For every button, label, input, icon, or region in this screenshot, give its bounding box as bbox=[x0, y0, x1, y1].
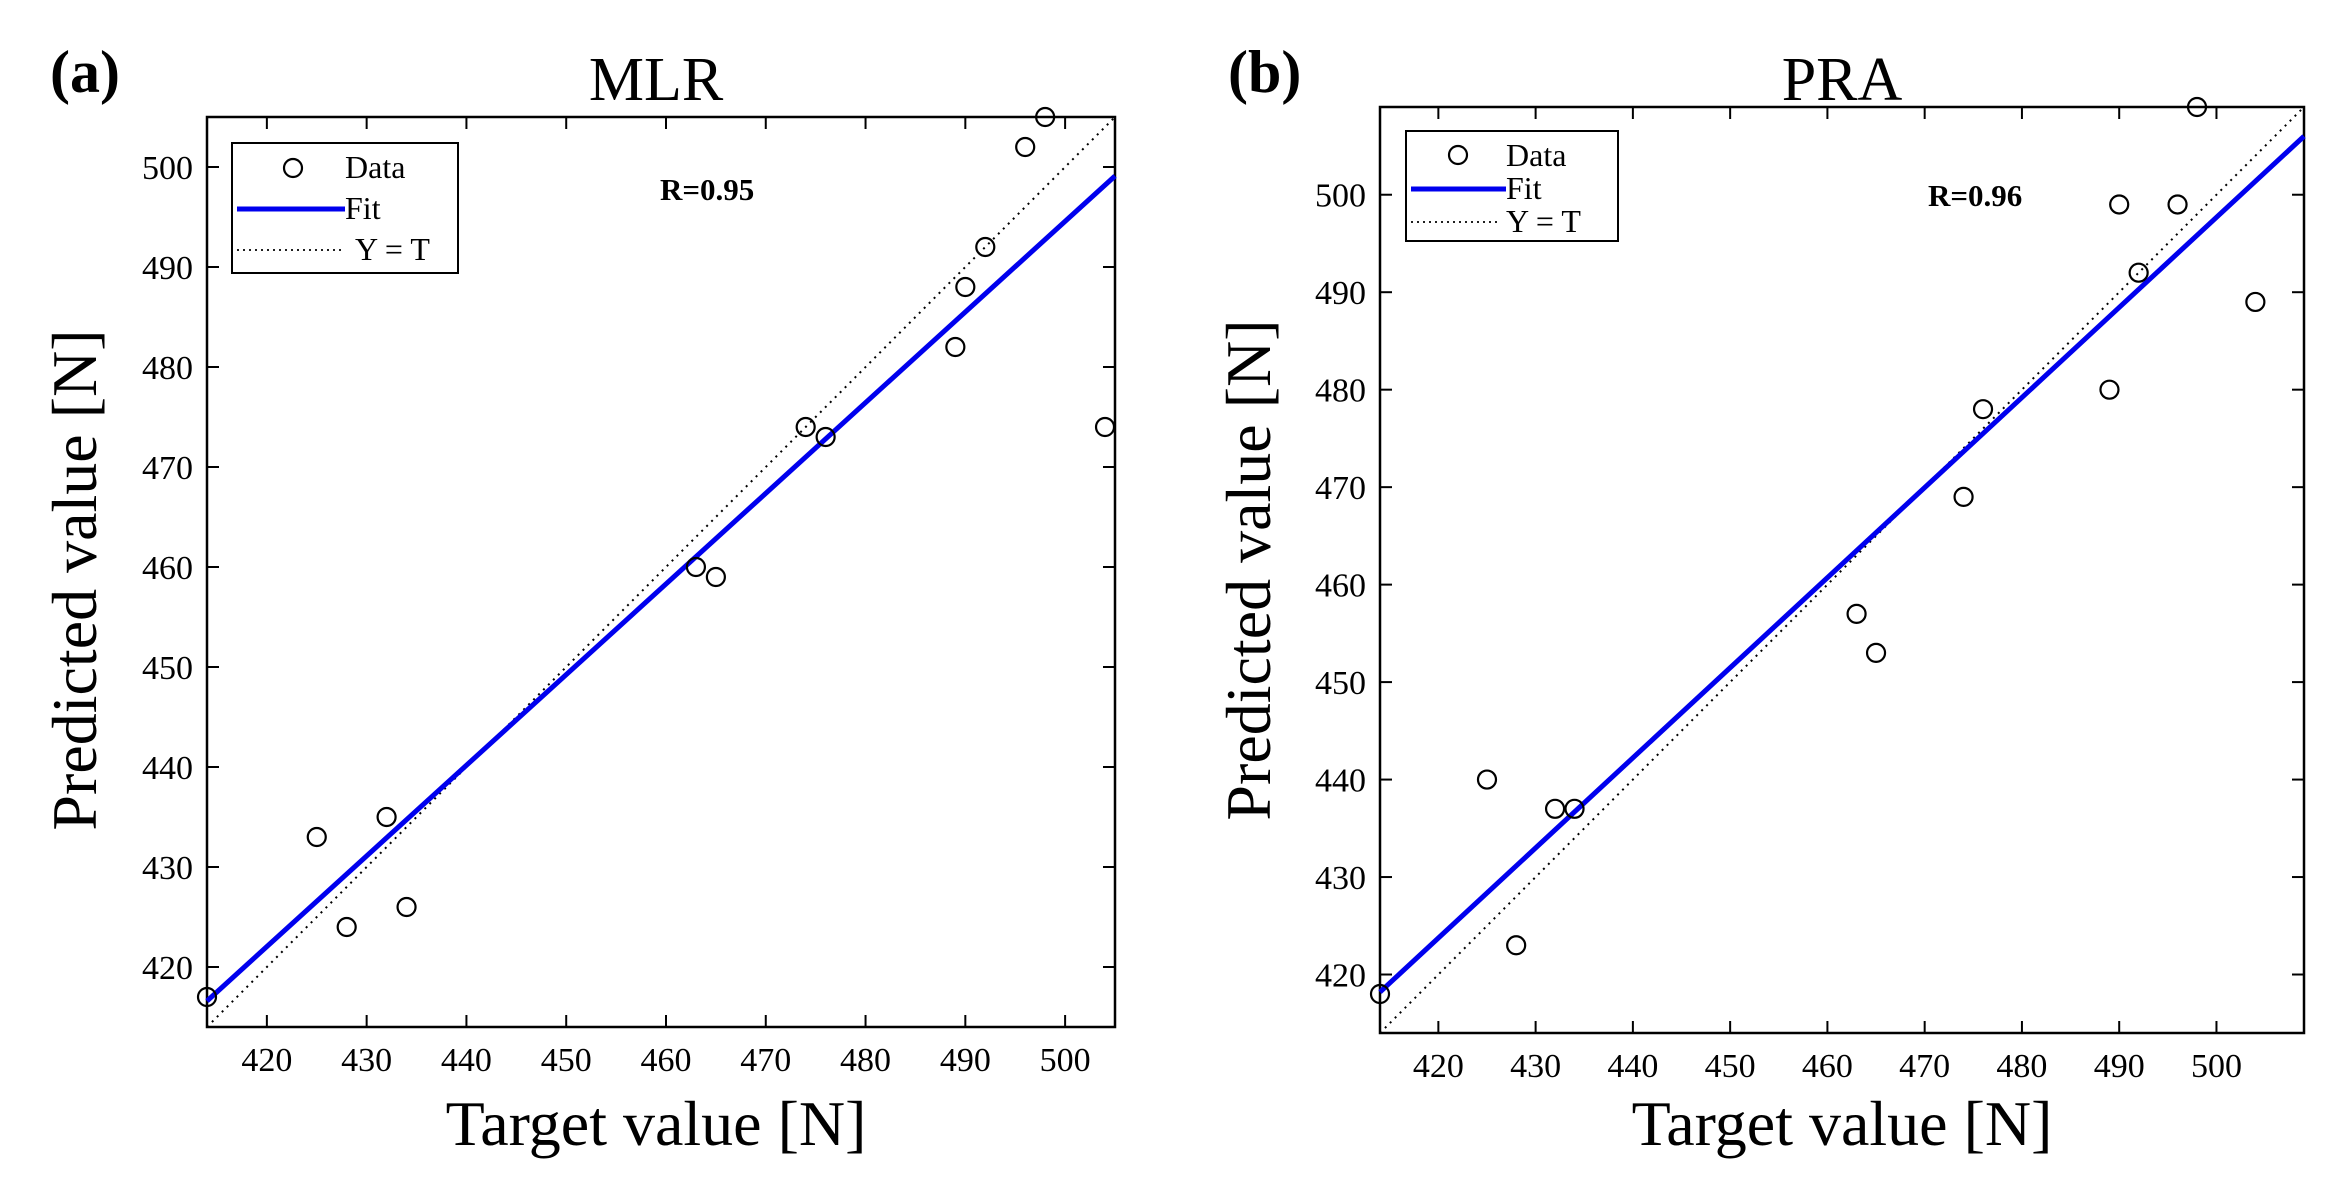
data-point bbox=[1506, 935, 1527, 956]
x-tick-label: 500 bbox=[1040, 1042, 1091, 1079]
x-axis-label: Target value [N] bbox=[446, 1088, 867, 1159]
legend-label-data: Data bbox=[1506, 137, 1566, 173]
data-point bbox=[376, 806, 397, 828]
data-point bbox=[1865, 642, 1887, 663]
data-point bbox=[1564, 798, 1585, 819]
y-tick-label: 450 bbox=[142, 650, 193, 687]
data-point bbox=[396, 896, 417, 918]
x-tick-label: 420 bbox=[1413, 1048, 1464, 1085]
data-point bbox=[815, 426, 836, 448]
data-point bbox=[1953, 486, 1974, 507]
data-point bbox=[955, 276, 976, 298]
data-point bbox=[306, 826, 327, 848]
y-tick-label: 460 bbox=[1315, 568, 1366, 605]
legend-label-identity: Y = T bbox=[355, 231, 430, 267]
data-point bbox=[705, 566, 726, 588]
data-point bbox=[2109, 194, 2130, 215]
data-point bbox=[2128, 262, 2149, 283]
data-point bbox=[975, 236, 996, 258]
y-tick-label: 470 bbox=[1315, 470, 1366, 507]
y-tick-label: 480 bbox=[142, 350, 193, 387]
data-point bbox=[2186, 96, 2208, 118]
x-axis-ticks: 420 430 440 450 460 470 480 490 500 bbox=[241, 117, 1091, 1079]
data-point bbox=[795, 416, 816, 438]
series-group bbox=[196, 106, 1117, 1028]
data-point bbox=[1476, 769, 1498, 790]
y-axis-ticks: 420 430 440 450 460 470 480 490 500 bbox=[142, 150, 1115, 987]
y-tick-label: 500 bbox=[1315, 178, 1366, 215]
data-point bbox=[2099, 379, 2120, 400]
y-tick-label: 450 bbox=[1315, 665, 1366, 702]
identity-line bbox=[206, 116, 1116, 1028]
panel-label: (a) bbox=[50, 39, 120, 105]
legend-marker-data bbox=[282, 157, 304, 179]
series-group bbox=[1369, 96, 2306, 1034]
y-tick-label: 470 bbox=[142, 450, 193, 487]
x-tick-label: 460 bbox=[640, 1042, 691, 1079]
data-point bbox=[1544, 798, 1566, 819]
data-point bbox=[685, 556, 707, 578]
y-tick-label: 480 bbox=[1315, 373, 1366, 410]
x-tick-label: 490 bbox=[2094, 1048, 2145, 1085]
legend-label-fit: Fit bbox=[1506, 170, 1542, 206]
data-point bbox=[2167, 194, 2188, 215]
y-tick-label: 460 bbox=[142, 550, 193, 587]
x-tick-label: 460 bbox=[1802, 1048, 1853, 1085]
legend-label-identity: Y = T bbox=[1506, 203, 1581, 239]
x-axis-label: Target value [N] bbox=[1632, 1088, 2053, 1159]
y-tick-label: 420 bbox=[142, 950, 193, 987]
data-point bbox=[945, 336, 966, 358]
legend: Data Fit Y = T bbox=[231, 142, 459, 274]
x-tick-label: 440 bbox=[1607, 1048, 1658, 1085]
x-tick-label: 480 bbox=[1996, 1048, 2047, 1085]
panel-label: (b) bbox=[1228, 39, 1301, 105]
data-point bbox=[1846, 603, 1867, 624]
x-tick-label: 500 bbox=[2191, 1048, 2242, 1085]
data-point bbox=[1094, 416, 1116, 438]
x-tick-label: 430 bbox=[1510, 1048, 1561, 1085]
x-tick-label: 470 bbox=[1899, 1048, 1950, 1085]
y-tick-label: 430 bbox=[142, 850, 193, 887]
y-tick-label: 500 bbox=[142, 150, 193, 187]
x-tick-label: 480 bbox=[840, 1042, 891, 1079]
y-tick-label: 440 bbox=[142, 750, 193, 787]
legend-label-fit: Fit bbox=[345, 190, 381, 226]
data-point bbox=[1015, 136, 1036, 158]
data-point bbox=[1972, 399, 1994, 420]
x-tick-label: 490 bbox=[940, 1042, 991, 1079]
x-tick-label: 420 bbox=[241, 1042, 292, 1079]
fit-line bbox=[1378, 134, 2306, 994]
x-tick-label: 470 bbox=[740, 1042, 791, 1079]
y-axis-ticks: 420 430 440 450 460 470 480 490 500 bbox=[1315, 178, 2304, 995]
data-point bbox=[196, 986, 218, 1008]
x-axis-ticks: 420 430 440 450 460 470 480 490 500 bbox=[1413, 107, 2242, 1085]
data-point bbox=[1035, 106, 1056, 128]
x-tick-label: 430 bbox=[341, 1042, 392, 1079]
y-tick-label: 430 bbox=[1315, 860, 1366, 897]
y-axis-label: Predicted value [N] bbox=[39, 329, 110, 830]
y-axis-label: Predicted value [N] bbox=[1213, 319, 1284, 820]
data-point bbox=[336, 916, 357, 938]
x-tick-label: 450 bbox=[1705, 1048, 1756, 1085]
data-point bbox=[2245, 291, 2266, 313]
correlation-annotation: R=0.95 bbox=[660, 172, 754, 207]
x-tick-label: 440 bbox=[441, 1042, 492, 1079]
identity-line bbox=[1379, 106, 2305, 1034]
y-tick-label: 440 bbox=[1315, 763, 1366, 800]
chart-title: PRA bbox=[1782, 46, 1903, 114]
correlation-annotation: R=0.96 bbox=[1928, 178, 2022, 213]
legend-marker-data bbox=[1447, 144, 1469, 166]
y-tick-label: 490 bbox=[1315, 275, 1366, 312]
legend: Data Fit Y = T bbox=[1405, 130, 1619, 242]
legend-label-data: Data bbox=[345, 149, 405, 185]
y-tick-label: 420 bbox=[1315, 958, 1366, 995]
fit-line bbox=[205, 174, 1117, 1003]
x-tick-label: 450 bbox=[541, 1042, 592, 1079]
y-tick-label: 490 bbox=[142, 250, 193, 287]
data-point bbox=[1369, 983, 1391, 1005]
chart-title: MLR bbox=[589, 46, 724, 114]
